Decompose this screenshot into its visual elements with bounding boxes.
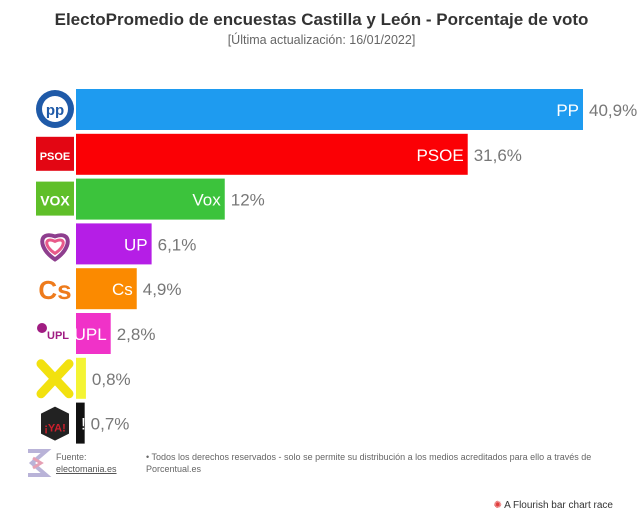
- bar-label: PSOE: [416, 146, 463, 165]
- footer-source: Fuente: electomania.es: [56, 451, 117, 475]
- svg-text:¡YA!: ¡YA!: [44, 423, 66, 435]
- bar-vox: [76, 178, 225, 220]
- cs-logo-icon: Cs: [38, 275, 71, 305]
- svg-text:UPL: UPL: [47, 330, 69, 342]
- bar-label: !: [81, 415, 86, 434]
- chart-subtitle: [Última actualización: 16/01/2022]: [227, 33, 416, 47]
- electomania-logo-icon: [28, 449, 52, 477]
- bar-cs: [76, 268, 137, 310]
- value-label: 0,8%: [92, 370, 131, 389]
- footer-note-line1: • Todos los derechos reservados - solo s…: [146, 452, 592, 462]
- bar-label: UP: [124, 235, 148, 254]
- up-logo-icon: [40, 233, 70, 262]
- svg-text:Cs: Cs: [38, 275, 71, 305]
- source-link[interactable]: electomania.es: [56, 464, 117, 474]
- value-label: 31,6%: [474, 146, 522, 165]
- svg-text:pp: pp: [46, 102, 64, 119]
- source-label: Fuente:: [56, 452, 87, 462]
- xav-logo-icon: [36, 359, 74, 399]
- bar-up: [76, 223, 152, 265]
- psoe-logo-icon: PSOE: [36, 136, 74, 171]
- value-label: 40,9%: [589, 101, 637, 120]
- svg-text:VOX: VOX: [40, 193, 70, 209]
- value-label: 4,9%: [143, 280, 182, 299]
- chart-title: ElectoPromedio de encuestas Castilla y L…: [54, 10, 589, 29]
- value-label: 0,7%: [91, 415, 130, 434]
- bar-pp: [76, 89, 583, 130]
- flourish-credit-text: A Flourish bar chart race: [504, 500, 613, 511]
- upl-logo-icon: UPL: [37, 323, 69, 342]
- value-label: 6,1%: [158, 235, 197, 254]
- bar-label: Vox: [192, 191, 221, 210]
- bar-psoe: [76, 133, 468, 175]
- vox-logo-icon: VOX: [36, 181, 74, 216]
- bar-xav: [76, 357, 86, 399]
- soria-ya-logo-icon: ¡YA!: [41, 406, 69, 441]
- footer-note-line2: Porcentual.es: [146, 464, 202, 474]
- svg-text:PSOE: PSOE: [40, 151, 71, 163]
- bar-upl: [76, 313, 111, 354]
- flourish-credit[interactable]: ✺ A Flourish bar chart race: [493, 500, 613, 511]
- bar-soria-ya-: [76, 402, 85, 444]
- value-label: 2,8%: [117, 325, 156, 344]
- pp-logo-icon: pp: [36, 90, 74, 128]
- bar-label: PP: [556, 101, 579, 120]
- bar-label: Cs: [112, 280, 133, 299]
- footer-note: • Todos los derechos reservados - solo s…: [146, 451, 596, 475]
- flourish-icon: ✺: [493, 500, 502, 511]
- bar-label: UPL: [74, 325, 107, 344]
- value-label: 12%: [231, 191, 265, 210]
